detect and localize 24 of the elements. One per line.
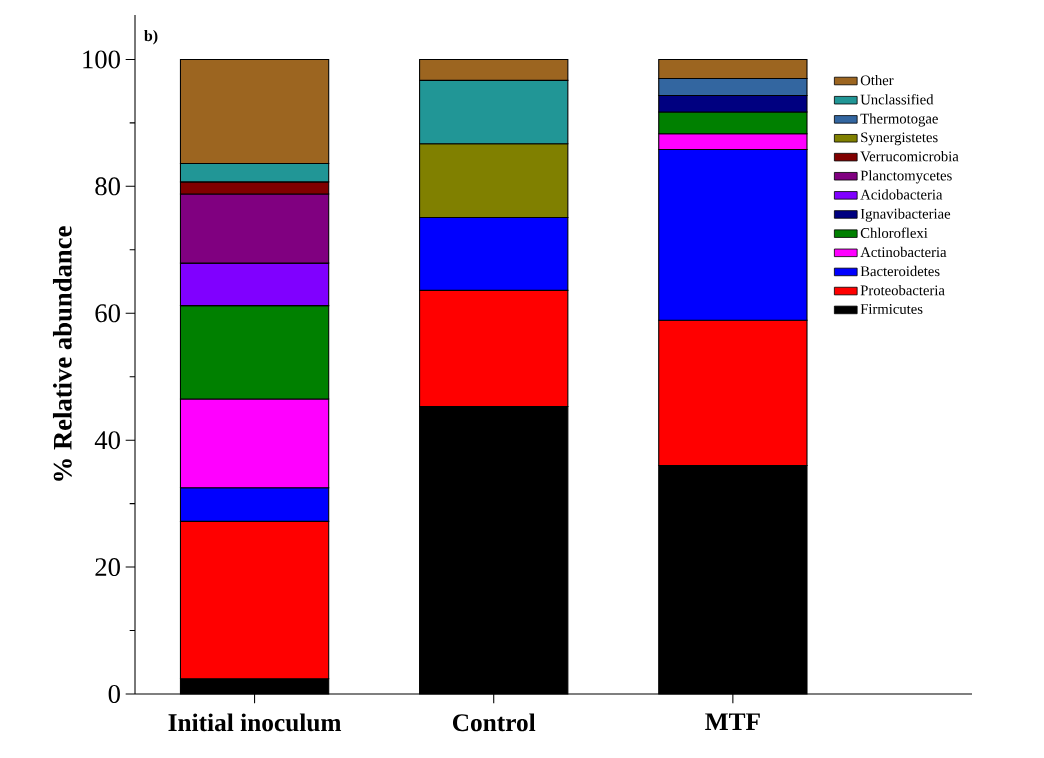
legend-label: Actinobacteria	[860, 246, 947, 258]
legend-label: Thermotogae	[860, 113, 938, 127]
legend-label: Planctomycetes	[860, 170, 952, 184]
y-tick-label: 20	[95, 558, 120, 577]
annotation: b)	[144, 29, 158, 45]
legend-label: Verrucomicrobia	[860, 151, 959, 162]
y-tick-label: 60	[95, 304, 120, 323]
y-tick-label: 40	[94, 431, 120, 450]
legend-label: Ignavibacteriae	[860, 208, 951, 222]
legend-label: Synergistetes	[861, 132, 938, 146]
legend-label: Firmicutes	[860, 304, 923, 314]
y-tick-label: 100	[83, 50, 120, 69]
x-tick-label: MTF	[705, 713, 760, 730]
y-axis-title: % Relative abundance	[52, 226, 72, 481]
legend-label: Acidobacteria	[860, 189, 943, 200]
y-tick-label: 80	[95, 177, 120, 196]
legend-label: Unclassified	[860, 94, 934, 105]
legend-label: Proteobacteria	[860, 284, 945, 296]
x-tick-label: Initial inoculum	[168, 713, 342, 732]
y-tick-label: 0	[108, 685, 120, 703]
x-tick-label: Control	[452, 713, 536, 732]
legend-label: Chloroflexi	[860, 227, 928, 238]
legend-label: Bacteroidetes	[860, 265, 940, 277]
legend-label: Other	[860, 74, 894, 86]
